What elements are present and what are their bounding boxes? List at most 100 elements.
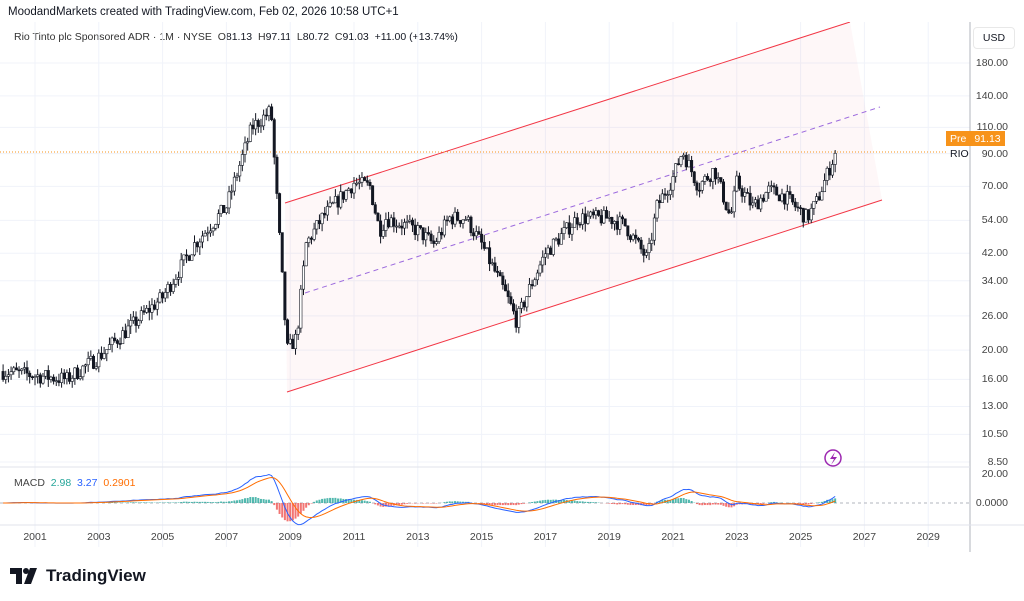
macd-histogram-bar xyxy=(491,503,494,505)
candle xyxy=(344,190,348,200)
macd-histogram-bar xyxy=(166,502,169,503)
candle xyxy=(711,168,715,182)
candle xyxy=(230,190,234,193)
ticker-label: RIO xyxy=(950,148,969,160)
candle xyxy=(33,376,37,378)
candle xyxy=(182,254,186,261)
macd-histogram-bar xyxy=(512,503,515,506)
time-axis-label: 2029 xyxy=(916,531,940,543)
candle xyxy=(562,227,566,234)
candle xyxy=(315,220,319,230)
candle xyxy=(477,231,481,235)
macd-histogram-bar xyxy=(507,503,510,506)
macd-histogram-bar xyxy=(387,503,390,507)
macd-histogram-bar xyxy=(818,502,821,503)
candle xyxy=(174,279,178,285)
candle xyxy=(764,192,768,202)
macd-histogram-bar xyxy=(584,501,587,503)
candle xyxy=(504,284,508,292)
candle xyxy=(115,340,119,344)
time-axis-label: 2021 xyxy=(661,531,685,543)
candle xyxy=(740,188,744,197)
macd-histogram-bar xyxy=(488,503,491,505)
macd-histogram-bar xyxy=(368,501,371,503)
candle xyxy=(424,232,428,241)
price-chart[interactable] xyxy=(0,22,1024,552)
candle xyxy=(99,352,103,359)
candle xyxy=(294,333,298,350)
macd-histogram-bar xyxy=(137,502,140,503)
candle xyxy=(304,242,308,267)
candle xyxy=(262,114,266,127)
macd-histogram-bar xyxy=(395,503,398,506)
candle xyxy=(264,114,268,117)
candle xyxy=(573,217,577,228)
macd-histogram-bar xyxy=(826,499,829,503)
macd-histogram-bar xyxy=(443,502,446,503)
channel-lower-line xyxy=(286,199,883,393)
macd-histogram-bar xyxy=(677,498,680,503)
macd-histogram-bar xyxy=(113,502,116,503)
candle xyxy=(36,374,40,377)
candle xyxy=(166,284,170,293)
channel-fill xyxy=(285,22,882,392)
macd-histogram-bar xyxy=(158,502,161,503)
candle xyxy=(309,237,313,240)
candle xyxy=(570,227,574,235)
candle xyxy=(652,217,656,241)
candle xyxy=(493,262,497,272)
candle xyxy=(216,213,220,225)
candle xyxy=(408,219,412,222)
macd-histogram-bar xyxy=(193,501,196,503)
candle xyxy=(171,283,175,292)
macd-histogram-bar xyxy=(509,503,512,506)
macd-histogram-bar xyxy=(448,501,451,503)
candle xyxy=(517,308,521,328)
candle xyxy=(312,228,316,240)
candle xyxy=(357,181,361,184)
macd-histogram-bar xyxy=(552,499,555,503)
candle xyxy=(748,192,752,206)
macd-histogram-bar xyxy=(244,498,247,503)
candle xyxy=(535,272,539,281)
macd-histogram-bar xyxy=(347,499,350,503)
candle xyxy=(395,225,399,228)
candle xyxy=(134,316,138,326)
macd-histogram-bar xyxy=(318,499,321,503)
candle xyxy=(634,234,638,239)
candle xyxy=(65,372,69,380)
candle xyxy=(658,200,662,203)
macd-histogram-bar xyxy=(557,499,560,503)
macd-histogram-bar xyxy=(695,503,698,505)
macd-histogram-bar xyxy=(717,503,720,505)
currency-button[interactable]: USD xyxy=(973,27,1015,49)
candle xyxy=(49,376,53,380)
candle xyxy=(352,182,356,194)
candle xyxy=(317,220,321,225)
macd-histogram-bar xyxy=(634,503,637,506)
candle xyxy=(610,216,614,225)
macd-histogram-bar xyxy=(214,502,217,503)
macd-histogram-bar xyxy=(461,501,464,503)
macd-histogram-bar xyxy=(254,497,257,503)
candle xyxy=(20,368,24,371)
macd-histogram-bar xyxy=(283,503,286,521)
candle xyxy=(620,216,624,220)
candle xyxy=(62,372,66,380)
macd-histogram-bar xyxy=(305,503,308,508)
candle xyxy=(246,141,250,144)
macd-label: MACD xyxy=(14,477,45,489)
tradingview-logo[interactable]: TradingView xyxy=(10,566,146,586)
macd-histogram-bar xyxy=(236,500,239,503)
candle xyxy=(360,177,364,183)
candle xyxy=(275,156,279,194)
candle xyxy=(498,272,502,277)
macd-histogram-bar xyxy=(528,502,531,503)
macd-histogram-bar xyxy=(334,497,337,503)
candle xyxy=(820,191,824,201)
macd-histogram-bar xyxy=(544,499,547,503)
macd-histogram-bar xyxy=(642,503,645,506)
macd-histogram-bar xyxy=(616,503,619,505)
macd-histogram-bar xyxy=(204,501,207,503)
candle xyxy=(660,193,664,203)
